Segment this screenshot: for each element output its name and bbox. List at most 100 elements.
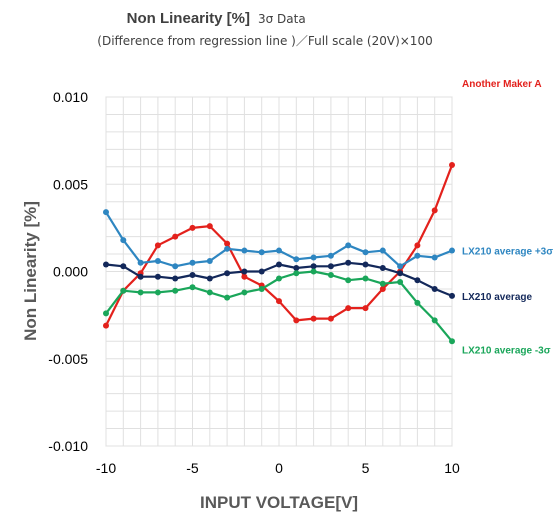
data-point-lx210-average-3sigma [206, 289, 213, 296]
data-point-lx210-average-3sigma [397, 278, 404, 285]
y-tick-label: 0.000 [53, 264, 88, 280]
x-tick-label: -5 [186, 460, 199, 476]
data-point-another-maker-a [224, 240, 231, 247]
y-tick-label: -0.005 [48, 351, 88, 367]
data-point-lx210-average [362, 261, 369, 268]
data-point-lx210-average [345, 259, 352, 266]
data-point-lx210-average-3sigma [103, 310, 109, 317]
data-point-lx210-average-3sigma [137, 259, 144, 266]
data-point-lx210-average [379, 265, 386, 272]
data-point-lx210-average-3sigma [189, 284, 196, 291]
data-point-lx210-average [414, 277, 421, 284]
data-point-lx210-average [449, 292, 455, 299]
x-tick-label: 10 [444, 460, 460, 476]
data-point-lx210-average [137, 273, 144, 280]
series-label-lx210-average-3sigma: LX210 average +3σ [462, 247, 553, 258]
data-point-lx210-average [397, 270, 404, 277]
data-point-lx210-average-3sigma [120, 237, 127, 244]
data-point-lx210-average [327, 263, 334, 270]
data-point-lx210-average-3sigma [224, 245, 231, 252]
tick-labels: -0.010 -0.005 0.000 0.005 0.010 -10 -5 0 5 10 [48, 89, 460, 476]
data-point-lx210-average-3sigma [327, 271, 334, 278]
x-tick-label: -10 [96, 460, 116, 476]
data-point-lx210-average [206, 275, 213, 282]
x-axis-label: INPUT VOLTAGE[V] [200, 493, 358, 512]
x-tick-label: 0 [275, 460, 283, 476]
data-point-lx210-average-3sigma [379, 247, 386, 254]
data-point-another-maker-a [103, 322, 109, 329]
data-point-lx210-average [241, 268, 248, 275]
data-point-lx210-average-3sigma [103, 209, 109, 216]
data-point-lx210-average-3sigma [310, 268, 317, 275]
data-point-lx210-average [276, 261, 282, 268]
data-point-lx210-average-3sigma [120, 287, 127, 294]
data-point-lx210-average-3sigma [258, 249, 265, 256]
data-point-lx210-average-3sigma [137, 289, 144, 296]
data-point-another-maker-a [414, 242, 421, 249]
y-tick-label: 0.005 [53, 176, 88, 192]
data-point-lx210-average-3sigma [449, 247, 455, 254]
data-point-another-maker-a [154, 242, 161, 249]
data-point-lx210-average-3sigma [414, 252, 421, 259]
data-point-lx210-average [120, 263, 127, 270]
data-point-lx210-average-3sigma [327, 252, 334, 259]
series-labels: Another Maker A LX210 average +3σ LX210 av… [462, 79, 553, 356]
series-label-lx210-average: LX210 average [462, 292, 532, 303]
chart-subtitle: (Difference from regression line )／Full … [97, 34, 432, 48]
data-point-lx210-average [189, 271, 196, 278]
data-point-lx210-average-3sigma [241, 247, 248, 254]
data-point-lx210-average-3sigma [206, 258, 213, 265]
data-point-lx210-average-3sigma [431, 317, 438, 324]
data-point-lx210-average [293, 265, 300, 272]
data-point-lx210-average-3sigma [414, 299, 421, 306]
data-point-lx210-average-3sigma [276, 275, 282, 282]
data-point-another-maker-a [345, 305, 352, 312]
data-point-another-maker-a [276, 298, 282, 305]
data-point-lx210-average [431, 285, 438, 292]
series-label-lx210-average-3sigma: LX210 average -3σ [462, 345, 551, 356]
x-tick-label: 5 [362, 460, 370, 476]
y-axis-label: Non Linearity [%] [21, 201, 40, 341]
data-point-lx210-average-3sigma [241, 289, 248, 296]
data-point-lx210-average-3sigma [224, 294, 231, 301]
data-point-lx210-average-3sigma [258, 285, 265, 292]
data-point-another-maker-a [206, 223, 213, 230]
data-point-lx210-average-3sigma [154, 289, 161, 296]
y-tick-label: 0.010 [53, 89, 88, 105]
data-point-lx210-average-3sigma [449, 338, 455, 345]
data-point-lx210-average [103, 261, 109, 268]
series-label-another-maker-a: Another Maker A [462, 79, 542, 90]
data-point-another-maker-a [431, 207, 438, 214]
data-point-lx210-average [154, 273, 161, 280]
data-point-lx210-average-3sigma [345, 242, 352, 249]
data-point-lx210-average-3sigma [379, 280, 386, 287]
data-point-another-maker-a [189, 224, 196, 231]
data-point-lx210-average-3sigma [276, 247, 282, 254]
data-point-another-maker-a [379, 285, 386, 292]
data-point-another-maker-a [241, 273, 248, 280]
data-point-lx210-average-3sigma [397, 263, 404, 270]
data-point-lx210-average-3sigma [293, 270, 300, 277]
data-point-lx210-average-3sigma [154, 258, 161, 265]
data-point-lx210-average-3sigma [345, 277, 352, 284]
data-point-another-maker-a [310, 315, 317, 322]
series-lines [103, 162, 455, 345]
chart-title-suffix: 3σ Data [258, 12, 306, 26]
data-point-lx210-average-3sigma [293, 256, 300, 263]
data-point-another-maker-a [449, 162, 455, 169]
data-point-another-maker-a [362, 305, 369, 312]
data-point-lx210-average-3sigma [310, 254, 317, 261]
data-point-another-maker-a [172, 233, 179, 240]
data-point-lx210-average [224, 270, 231, 277]
data-point-lx210-average-3sigma [362, 275, 369, 282]
y-tick-label: -0.010 [48, 438, 88, 454]
data-point-lx210-average [258, 268, 265, 275]
data-point-lx210-average-3sigma [172, 287, 179, 294]
data-point-lx210-average-3sigma [189, 259, 196, 266]
data-point-lx210-average-3sigma [172, 263, 179, 270]
data-point-lx210-average [310, 263, 317, 270]
data-point-lx210-average-3sigma [431, 254, 438, 261]
data-point-another-maker-a [327, 315, 334, 322]
data-point-lx210-average-3sigma [362, 249, 369, 256]
